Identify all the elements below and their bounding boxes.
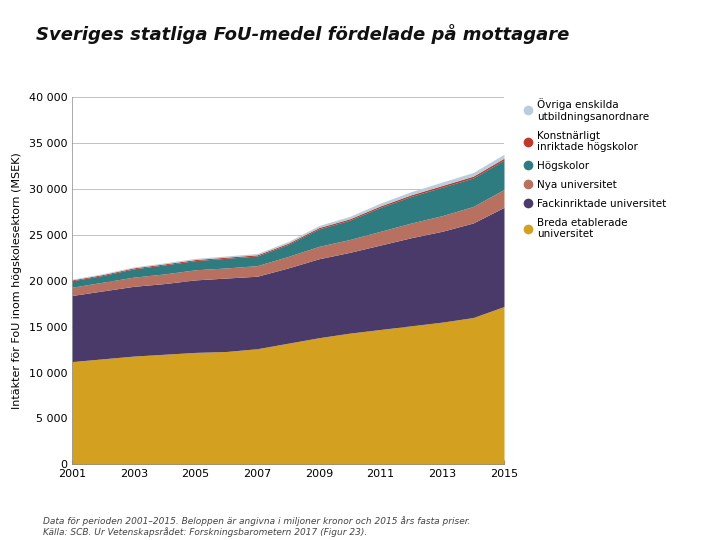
Legend: Övriga enskilda
utbildningsanordnare, Konstnärligt
inriktade högskolor, Högskolo: Övriga enskilda utbildningsanordnare, Ko… [522,95,669,242]
Text: Sveriges statliga FoU-medel fördelade på mottagare: Sveriges statliga FoU-medel fördelade på… [36,24,569,44]
Y-axis label: Intäkter för FoU inom högskolesektorn (MSEK): Intäkter för FoU inom högskolesektorn (M… [12,152,22,409]
Text: Data för perioden 2001–2015. Beloppen är angivna i miljoner kronor och 2015 års : Data för perioden 2001–2015. Beloppen är… [43,516,471,537]
